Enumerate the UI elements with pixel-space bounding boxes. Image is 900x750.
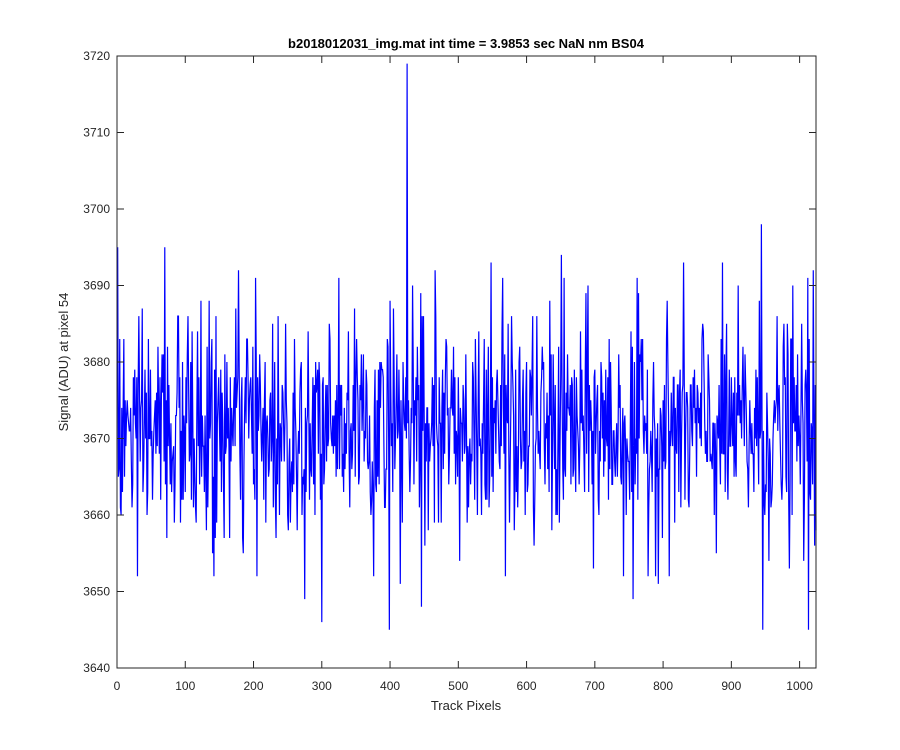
y-tick-label: 3690 [83,279,110,293]
x-tick-label: 1000 [786,679,813,693]
plot-area [117,56,816,668]
y-tick-label: 3680 [83,355,110,369]
x-tick-label: 200 [244,679,264,693]
y-tick-label: 3710 [83,126,110,140]
y-tick-label: 3670 [83,432,110,446]
y-tick-label: 3700 [83,202,110,216]
y-tick-label: 3650 [83,585,110,599]
x-axis-ticks: 0 100 200 300 400 500 600 700 800 900 1000 [114,56,813,693]
series-layer [117,63,817,630]
y-tick-label: 3720 [83,49,110,63]
x-tick-label: 700 [585,679,605,693]
x-tick-label: 100 [175,679,195,693]
y-axis-label: Signal (ADU) at pixel 54 [56,293,71,432]
y-axis-ticks: 3640 3650 3660 3670 3680 3690 3700 3710 3720 [83,49,816,675]
x-tick-label: 600 [517,679,537,693]
y-tick-label: 3640 [83,661,110,675]
x-tick-label: 400 [380,679,400,693]
signal-trace [117,63,817,630]
x-tick-label: 900 [721,679,741,693]
x-tick-label: 300 [312,679,332,693]
y-tick-label: 3660 [83,508,110,522]
x-tick-label: 500 [448,679,468,693]
chart-title: b2018012031_img.mat int time = 3.9853 se… [288,36,645,51]
x-tick-label: 800 [653,679,673,693]
x-axis-label: Track Pixels [431,698,502,713]
x-tick-label: 0 [114,679,121,693]
